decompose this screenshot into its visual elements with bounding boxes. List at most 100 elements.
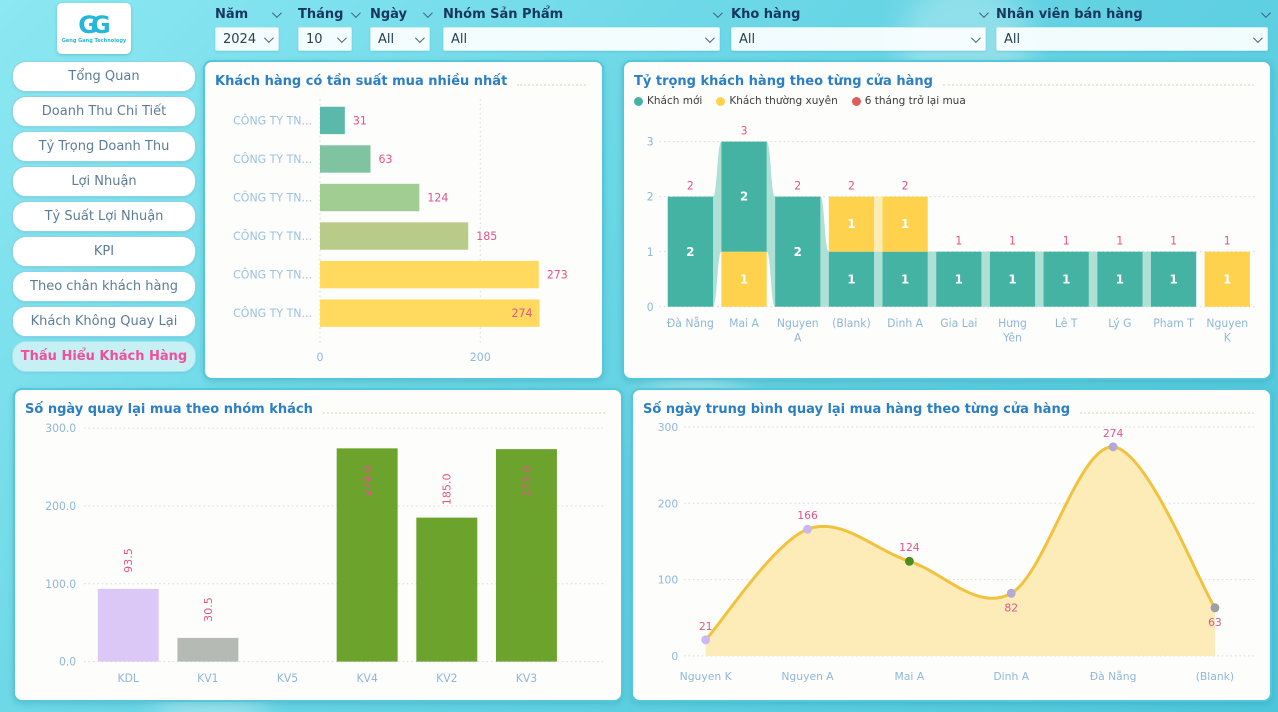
ribbon-connector — [874, 196, 883, 252]
filter-kho-hang: Kho hàng All — [731, 4, 989, 51]
column-segment-Dinh A[interactable] — [882, 251, 928, 307]
column-segment-Nguyen A[interactable] — [775, 196, 821, 307]
chart-label: Nguyen — [777, 317, 819, 330]
column-segment-Hưng Yên[interactable] — [989, 251, 1036, 307]
sidebar-item-tong-quan[interactable]: Tổng Quan — [12, 61, 196, 92]
data-point-Nguyen A[interactable] — [803, 524, 812, 534]
bar-KV1[interactable] — [177, 637, 239, 662]
data-point-Dinh A[interactable] — [1006, 588, 1016, 598]
bar-5[interactable] — [320, 299, 540, 327]
chart-label: Mai A — [729, 317, 759, 330]
chart-label: 1 — [647, 246, 654, 259]
column-segment-Dinh A[interactable] — [882, 196, 928, 252]
chart-label: 100.0 — [45, 578, 76, 591]
column-segment-Lý G[interactable] — [1097, 251, 1143, 307]
chevron-down-icon[interactable] — [422, 7, 433, 18]
chevron-down-icon[interactable] — [1260, 7, 1271, 18]
chart-label: 30.5 — [202, 597, 215, 622]
ribbon-connector — [1035, 251, 1044, 307]
sidebar-item-khach-khong-quay-lai[interactable]: Khách Không Quay Lại — [12, 306, 196, 337]
column-segment-Đà Nẵng[interactable] — [667, 196, 714, 307]
chart-label: 1 — [1009, 234, 1016, 247]
column-segment-(Blank)[interactable] — [828, 196, 875, 252]
column-segment-Nguyen K[interactable] — [1204, 251, 1250, 307]
sidebar-item-ty-trong-doanh-thu[interactable]: Tỷ Trọng Doanh Thu — [12, 131, 196, 162]
logo-caption: Geng Gang Technology — [61, 37, 127, 44]
column-segment-Lê T[interactable] — [1043, 251, 1089, 307]
chart-label: Nguyen A — [781, 670, 834, 683]
chart-title-customer-share-by-store: Tỷ trọng khách hàng theo từng cửa hàng — [634, 74, 933, 89]
bar-4[interactable] — [320, 260, 539, 289]
chart-label: 31 — [353, 114, 367, 127]
bar-KV2[interactable] — [416, 517, 478, 662]
ribbon-connector — [713, 141, 722, 307]
chart-label: 274 — [512, 307, 533, 320]
filter-nam-label: Năm — [215, 6, 249, 22]
chart-label: Nguyen — [1206, 317, 1248, 330]
data-point-Đà Nẵng[interactable] — [1108, 442, 1118, 452]
filter-kho-hang-select[interactable]: All — [731, 27, 986, 51]
chart-label: 1 — [955, 272, 963, 286]
sidebar-item-thau-hieu-khach-hang[interactable]: Thấu Hiểu Khách Hàng — [12, 341, 196, 372]
data-point-Mai A[interactable] — [904, 556, 914, 566]
chart-label: 63 — [378, 153, 392, 166]
card-avg-return-days-by-store: Số ngày trung bình quay lại mua hàng the… — [631, 388, 1272, 702]
filter-nhan-vien-ban-hang-select[interactable]: All — [996, 27, 1268, 51]
chevron-down-icon — [1252, 32, 1263, 43]
area-line — [704, 445, 1217, 641]
chevron-down-icon[interactable] — [351, 7, 362, 18]
bar-1[interactable] — [320, 145, 371, 173]
column-segment-Gia Lai[interactable] — [936, 251, 982, 307]
chart-label: Lý G — [1108, 317, 1131, 330]
chart-label: 2 — [686, 245, 694, 259]
chart-label: Dinh A — [887, 317, 923, 330]
sidebar-item-loi-nhuan[interactable]: Lợi Nhuận — [12, 166, 196, 197]
bar-3[interactable] — [320, 222, 469, 250]
chart-label: Yên — [1002, 331, 1022, 344]
filter-nhom-san-pham-select[interactable]: All — [443, 27, 720, 51]
column-segment-Mai A[interactable] — [721, 251, 767, 307]
filter-ngay-select[interactable]: All — [370, 27, 430, 51]
chart-label: 0 — [671, 650, 678, 663]
chart-label: 2 — [794, 245, 802, 259]
chevron-down-icon — [704, 32, 715, 43]
chevron-down-icon[interactable] — [978, 7, 989, 18]
title-divider — [517, 84, 586, 86]
sidebar-item-theo-chan-khach-hang[interactable]: Theo chân khách hàng — [12, 271, 196, 302]
chevron-down-icon[interactable] — [271, 7, 282, 18]
sidebar-item-ty-suat-loi-nhuan[interactable]: Tỷ Suất Lợi Nhuận — [12, 201, 196, 232]
avg-return-days-by-store-svg: 0 100 200 300 21 Nguyen K 166 Nguyen A 124 Mai A 8… — [658, 421, 1255, 683]
bar-KV3[interactable] — [495, 449, 557, 662]
column-segment-Pham T[interactable] — [1150, 251, 1197, 307]
legend-dot-icon — [716, 96, 726, 106]
top-frequency-customers-svg: CÔNG TY TN... 31 CÔNG TY TN... 63 CÔNG TY TN… — [233, 99, 568, 364]
chart-label: 274.0 — [361, 465, 374, 497]
chart-label: 124 — [427, 192, 448, 205]
chart-label: 3 — [741, 124, 748, 137]
legend-item-khach-thuong-xuyen[interactable]: Khách thường xuyên — [716, 95, 838, 107]
filter-thang-select[interactable]: 10 — [298, 27, 352, 51]
sidebar-item-doanh-thu-chi-tiet[interactable]: Doanh Thu Chi Tiết — [12, 96, 196, 127]
filter-ngay: Ngày All — [370, 4, 433, 51]
chart-title-return-days-by-group: Số ngày quay lại mua theo nhóm khách — [25, 402, 313, 417]
chart-label: 1 — [847, 272, 855, 286]
bar-KDL[interactable] — [97, 588, 159, 662]
filter-nam-select[interactable]: 2024 — [215, 27, 279, 51]
chart-label: 274 — [1103, 427, 1124, 440]
chart-label: 1 — [1116, 272, 1124, 286]
data-point-(Blank)[interactable] — [1210, 603, 1220, 613]
chevron-down-icon[interactable] — [712, 7, 723, 18]
chart-label: Mai A — [895, 670, 925, 683]
chart-label: KV5 — [277, 672, 298, 685]
data-point-Nguyen K[interactable] — [701, 635, 711, 645]
sidebar-item-kpi[interactable]: KPI — [12, 236, 196, 267]
chevron-down-icon — [336, 32, 347, 43]
bar-0[interactable] — [320, 106, 345, 135]
bar-2[interactable] — [320, 183, 420, 212]
column-segment-(Blank)[interactable] — [828, 251, 875, 307]
chart-label: (Blank) — [832, 317, 871, 330]
legend-item-khach-moi[interactable]: Khách mới — [634, 95, 702, 107]
column-segment-Mai A[interactable] — [721, 141, 767, 252]
legend-item-6-thang-tro-lai-mua[interactable]: 6 tháng trở lại mua — [851, 95, 966, 107]
bar-KV4[interactable] — [336, 448, 398, 662]
